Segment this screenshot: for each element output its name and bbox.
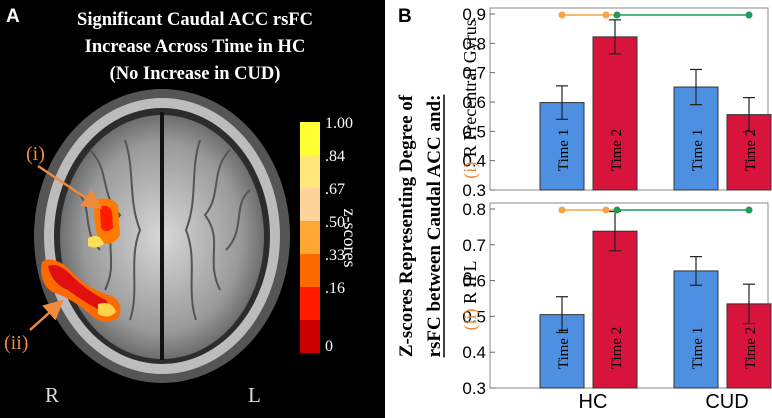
panel-b: B Z-scores Representing Degree of rsFC be… [388, 0, 772, 418]
bar-label: Time 2 [609, 129, 625, 171]
bar-label: Time 1 [690, 129, 706, 171]
bar-chart: Z-scores Representing Degree of rsFC betw… [396, 5, 772, 413]
bar [592, 230, 638, 389]
bar-label: Time 2 [743, 327, 759, 369]
y-tick-label: 0.4 [462, 152, 486, 171]
y-tick-label: 0.6 [462, 272, 486, 291]
colorbar-segment [300, 254, 320, 287]
x-group-label: HC [579, 391, 608, 413]
colorbar-tick-label: 0 [325, 338, 333, 355]
significance-dot [745, 206, 753, 214]
panel-divider [385, 0, 388, 418]
bar-label: Time 1 [556, 129, 572, 171]
label-ii: (ii) [4, 332, 28, 354]
x-group-label: CUD [705, 391, 748, 413]
bar-label: Time 2 [609, 327, 625, 369]
colorbar-segment [300, 122, 320, 155]
brain-slice-image: (i) (ii) R L 1.00 .84 .67 .50 .33 .16 0 z-scor… [4, 89, 360, 407]
colorbar-segment [300, 287, 320, 320]
y-tick-label: 0.6 [462, 93, 486, 112]
y-tick-label: 0.4 [462, 343, 486, 362]
side-label-left: L [248, 383, 261, 407]
y-axis-title-line: Z-scores Representing Degree of [396, 94, 417, 357]
subplot-ylabel: (ii) R IPL [460, 260, 481, 330]
colorbar-tick-label: 1.00 [325, 115, 353, 132]
colorbar-tick-label: .67 [325, 181, 345, 198]
side-label-right: R [45, 383, 59, 407]
bar-label: Time 2 [743, 129, 759, 171]
subplot-ylabel-prefix: (ii) [460, 304, 481, 331]
panel-b-letter: B [398, 6, 412, 27]
y-tick-label: 0.5 [462, 307, 486, 326]
brain-slice [34, 89, 290, 383]
label-i: (i) [26, 143, 45, 165]
panel-a-letter: A [6, 6, 20, 27]
y-tick-label: 0.3 [462, 379, 486, 398]
bar [673, 270, 719, 389]
panel-a-title-line-1: Significant Caudal ACC rsFC [77, 10, 313, 30]
y-tick-label: 0.3 [462, 181, 486, 200]
arrow-i [37, 164, 103, 209]
arrow-ii [29, 299, 64, 331]
significance-dot [613, 206, 621, 214]
colorbar-tick-label: .84 [325, 148, 345, 165]
significance-dot [613, 11, 621, 19]
significance-dot [558, 206, 566, 214]
bar [592, 36, 638, 191]
significance-dot [602, 206, 610, 214]
colorbar: 1.00 .84 .67 .50 .33 .16 0 [300, 115, 353, 355]
y-tick-label: 0.7 [462, 236, 486, 255]
panel-a-title-line-3: (No Increase in CUD) [109, 64, 281, 84]
colorbar-segment [300, 221, 320, 254]
panel-a-title-line-2: Increase Across Time in HC [84, 37, 306, 57]
subplot-ylabel: (i) R Precentral Gyrus [460, 19, 481, 178]
colorbar-tick-label: .50 [325, 214, 345, 231]
significance-dot [602, 11, 610, 19]
colorbar-tick-label: .16 [325, 280, 345, 297]
colorbar-tick-label: .33 [325, 247, 345, 264]
y-tick-label: 0.8 [462, 34, 486, 53]
significance-dot [558, 11, 566, 19]
significance-dot [745, 11, 753, 19]
y-tick-label: 0.8 [462, 200, 486, 219]
bar-label: Time 1 [690, 327, 706, 369]
y-tick-label: 0.9 [462, 5, 486, 24]
subplot-ylabel-text: R IPL [460, 260, 480, 304]
colorbar-title: z-scores [340, 209, 360, 268]
colorbar-segment [300, 188, 320, 221]
colorbar-segment [300, 155, 320, 188]
colorbar-segment [300, 320, 320, 353]
y-tick-label: 0.7 [462, 64, 486, 83]
panel-a: (i) (ii) R L 1.00 .84 .67 .50 .33 .16 0 z-scor… [0, 0, 385, 418]
y-tick-label: 0.5 [462, 122, 486, 141]
subplot-ylabel-prefix: (i) [460, 157, 481, 179]
y-axis-title-line: rsFC between Caudal ACC and: [424, 95, 445, 358]
bar-label: Time 1 [556, 327, 572, 369]
subplot-ylabel-text: R Precentral Gyrus [460, 19, 480, 157]
